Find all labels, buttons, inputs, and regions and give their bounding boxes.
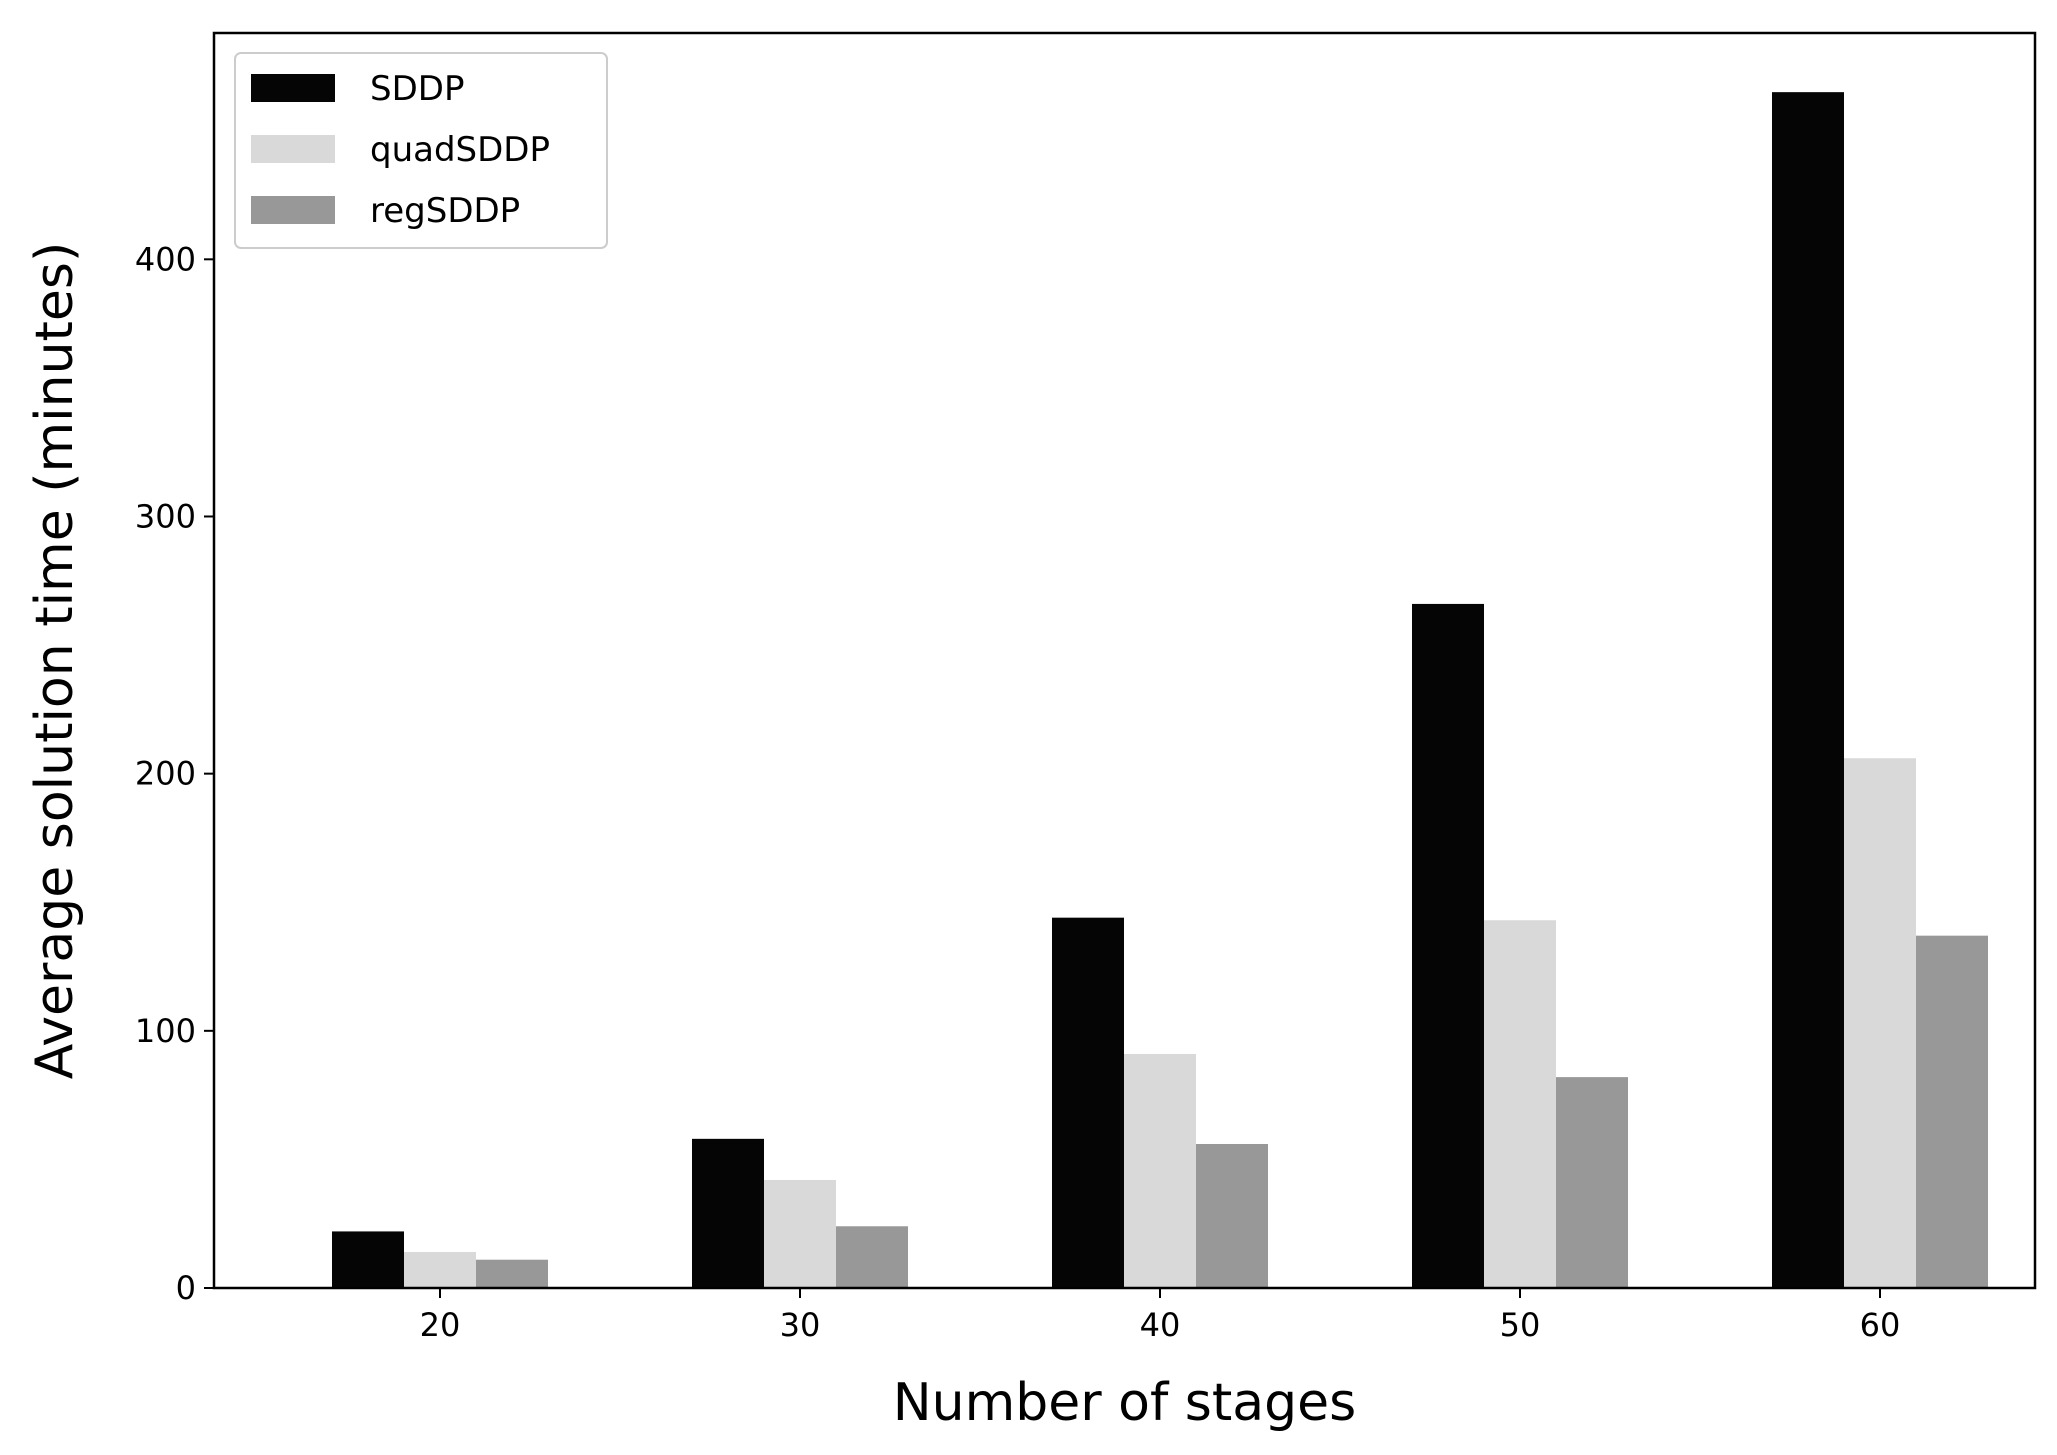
legend-label-quadSDDP: quadSDDP [370,130,550,170]
bars [332,92,1988,1289]
y-tick-label-400: 400 [135,240,196,278]
bar-regSDDP-50 [1556,1077,1628,1288]
bar-regSDDP-20 [476,1259,548,1288]
y-tick-label-300: 300 [135,497,196,535]
x-tick-label-60: 60 [1860,1306,1901,1344]
bar-SDDP-60 [1772,92,1844,1289]
legend-swatch-SDDP [251,74,335,102]
bar-quadSDDP-40 [1124,1053,1196,1288]
x-tick-label-50: 50 [1500,1306,1541,1344]
legend-label-SDDP: SDDP [370,69,464,109]
x-tick-label-40: 40 [1140,1306,1181,1344]
legend[interactable]: SDDP quadSDDP regSDDP [234,52,608,249]
axes: 20 30 40 50 60 0 100 200 300 400 [135,31,2037,1344]
bar-quadSDDP-50 [1484,920,1556,1288]
bar-regSDDP-60 [1916,935,1988,1288]
x-tick-label-20: 20 [420,1306,461,1344]
bar-SDDP-50 [1412,603,1484,1288]
x-tick-label-30: 30 [780,1306,821,1344]
y-tick-label-200: 200 [135,755,196,793]
y-axis-title: Average solution time (minutes) [25,242,85,1080]
legend-swatch-quadSDDP [251,135,335,163]
bar-SDDP-40 [1052,917,1124,1288]
y-tick-label-0: 0 [176,1269,196,1307]
bar-quadSDDP-60 [1844,758,1916,1288]
bar-SDDP-20 [332,1231,404,1288]
y-tick-label-100: 100 [135,1012,196,1050]
bar-SDDP-30 [692,1138,764,1288]
legend-label-regSDDP: regSDDP [370,191,520,231]
plot-frame [212,31,2037,1290]
bar-regSDDP-30 [836,1226,908,1288]
x-axis-title: Number of stages [893,1373,1357,1433]
bar-quadSDDP-20 [404,1251,476,1288]
bar-quadSDDP-30 [764,1179,836,1288]
legend-swatch-regSDDP [251,196,335,224]
bar-regSDDP-40 [1196,1143,1268,1288]
